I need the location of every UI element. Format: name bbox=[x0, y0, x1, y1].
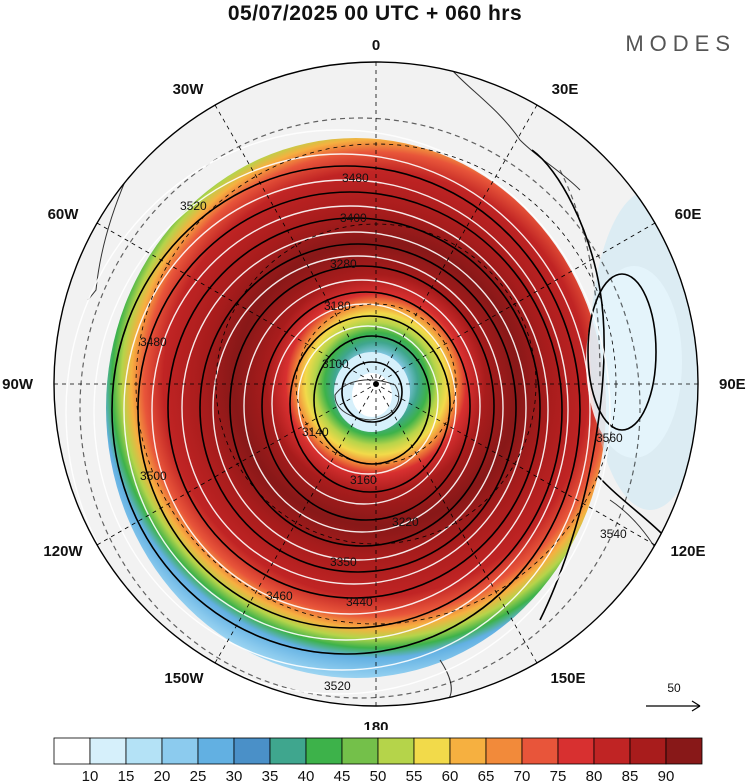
colorbar-swatch bbox=[485, 737, 523, 765]
wind-reference-label: 50 bbox=[667, 681, 681, 695]
lon-label-30e: 30E bbox=[552, 81, 579, 98]
lon-label-150w: 150W bbox=[164, 670, 204, 687]
lon-label-30w: 30W bbox=[173, 81, 205, 98]
lon-label-150e: 150E bbox=[550, 670, 585, 687]
colorbar-swatch bbox=[629, 737, 667, 765]
colorbar-tick-label: 65 bbox=[478, 768, 495, 782]
colorbar-swatch bbox=[197, 737, 235, 765]
contour-label: 3560 bbox=[596, 431, 623, 445]
colorbar-swatch bbox=[161, 737, 199, 765]
height-contours bbox=[111, 149, 669, 655]
colorbar-tick-label: 40 bbox=[298, 768, 315, 782]
colorbar-tick-label: 80 bbox=[586, 768, 603, 782]
colorbar-tick-label: 25 bbox=[190, 768, 207, 782]
lon-label-180: 180 bbox=[363, 719, 388, 730]
colorbar-tick-label: 10 bbox=[82, 768, 99, 782]
lon-label-120w: 120W bbox=[43, 543, 83, 560]
wind-arrow-icon bbox=[691, 700, 701, 712]
colorbar-swatch bbox=[341, 737, 379, 765]
colorbar-tick-label: 20 bbox=[154, 768, 171, 782]
contour-label: 3540 bbox=[600, 527, 627, 541]
contour-label: 3280 bbox=[330, 257, 357, 271]
colorbar-tick-label: 90 bbox=[658, 768, 675, 782]
colorbar-tick-label: 55 bbox=[406, 768, 423, 782]
colorbar-swatch bbox=[125, 737, 163, 765]
ridge-halo bbox=[590, 190, 698, 510]
colorbar-tick-label: 45 bbox=[334, 768, 351, 782]
contour-label: 3500 bbox=[140, 469, 167, 483]
lon-label-0: 0 bbox=[372, 37, 380, 54]
contour-label: 3140 bbox=[302, 425, 329, 439]
chart-title: 05/07/2025 00 UTC + 060 hrs bbox=[227, 2, 523, 25]
contour-label: 3400 bbox=[340, 211, 367, 225]
colorbar-tick-label: 30 bbox=[226, 768, 243, 782]
brand-logo: MODES bbox=[625, 31, 736, 56]
lon-label-120e: 120E bbox=[670, 543, 705, 560]
contour-label: 3180 bbox=[324, 299, 351, 313]
colorbar-swatch bbox=[269, 737, 307, 765]
lon-label-90e: 90E bbox=[719, 376, 746, 393]
lon-label-90w: 90W bbox=[2, 376, 34, 393]
south-pole-marker bbox=[373, 381, 379, 387]
contour-label: 3480 bbox=[342, 171, 369, 185]
contour-label: 3440 bbox=[346, 595, 373, 609]
polar-map: 3480 3400 3280 3180 3100 3140 3160 3220 … bbox=[2, 37, 746, 730]
colorbar-swatch bbox=[377, 737, 415, 765]
colorbar-tick-label: 75 bbox=[550, 768, 567, 782]
contour-label: 3350 bbox=[330, 555, 357, 569]
contour-labels: 3480 3400 3280 3180 3100 3140 3160 3220 … bbox=[140, 171, 627, 693]
colorbar-swatch bbox=[665, 737, 703, 765]
colorbar-swatch bbox=[413, 737, 451, 765]
contour-label: 3480 bbox=[140, 335, 167, 349]
lon-label-60w: 60W bbox=[48, 206, 80, 223]
contour-label: 3220 bbox=[392, 515, 419, 529]
wind-reference: 50 bbox=[646, 681, 701, 712]
colorbar-swatch bbox=[233, 737, 271, 765]
contour-label: 3160 bbox=[350, 473, 377, 487]
colorbar-tick-label: 50 bbox=[370, 768, 387, 782]
colorbar-swatch bbox=[53, 737, 91, 765]
contour-label: 3100 bbox=[322, 357, 349, 371]
longitude-labels: 0 30E 60E 90E 120E 150E 180 150W 120W 90… bbox=[2, 37, 746, 730]
colorbar-swatch bbox=[305, 737, 343, 765]
colorbar-swatch bbox=[89, 737, 127, 765]
colorbar-tick-label: 85 bbox=[622, 768, 639, 782]
contour-label: 3460 bbox=[266, 589, 293, 603]
colorbar-swatch bbox=[521, 737, 559, 765]
colorbar-tick-label: 60 bbox=[442, 768, 459, 782]
temp-contours bbox=[79, 117, 641, 699]
colorbar-swatch bbox=[557, 737, 595, 765]
wind-streamlines bbox=[65, 129, 611, 695]
contour-label: 3520 bbox=[180, 199, 207, 213]
contour-label: 3520 bbox=[324, 679, 351, 693]
colorbar-swatch bbox=[593, 737, 631, 765]
colorbar-tick-label: 15 bbox=[118, 768, 135, 782]
map-boundary bbox=[53, 61, 699, 707]
colorbar-swatch bbox=[449, 737, 487, 765]
lon-label-60e: 60E bbox=[675, 206, 702, 223]
coastline-antarctica bbox=[334, 379, 400, 421]
colorbar-tick-label: 35 bbox=[262, 768, 279, 782]
colorbar-tick-label: 70 bbox=[514, 768, 531, 782]
